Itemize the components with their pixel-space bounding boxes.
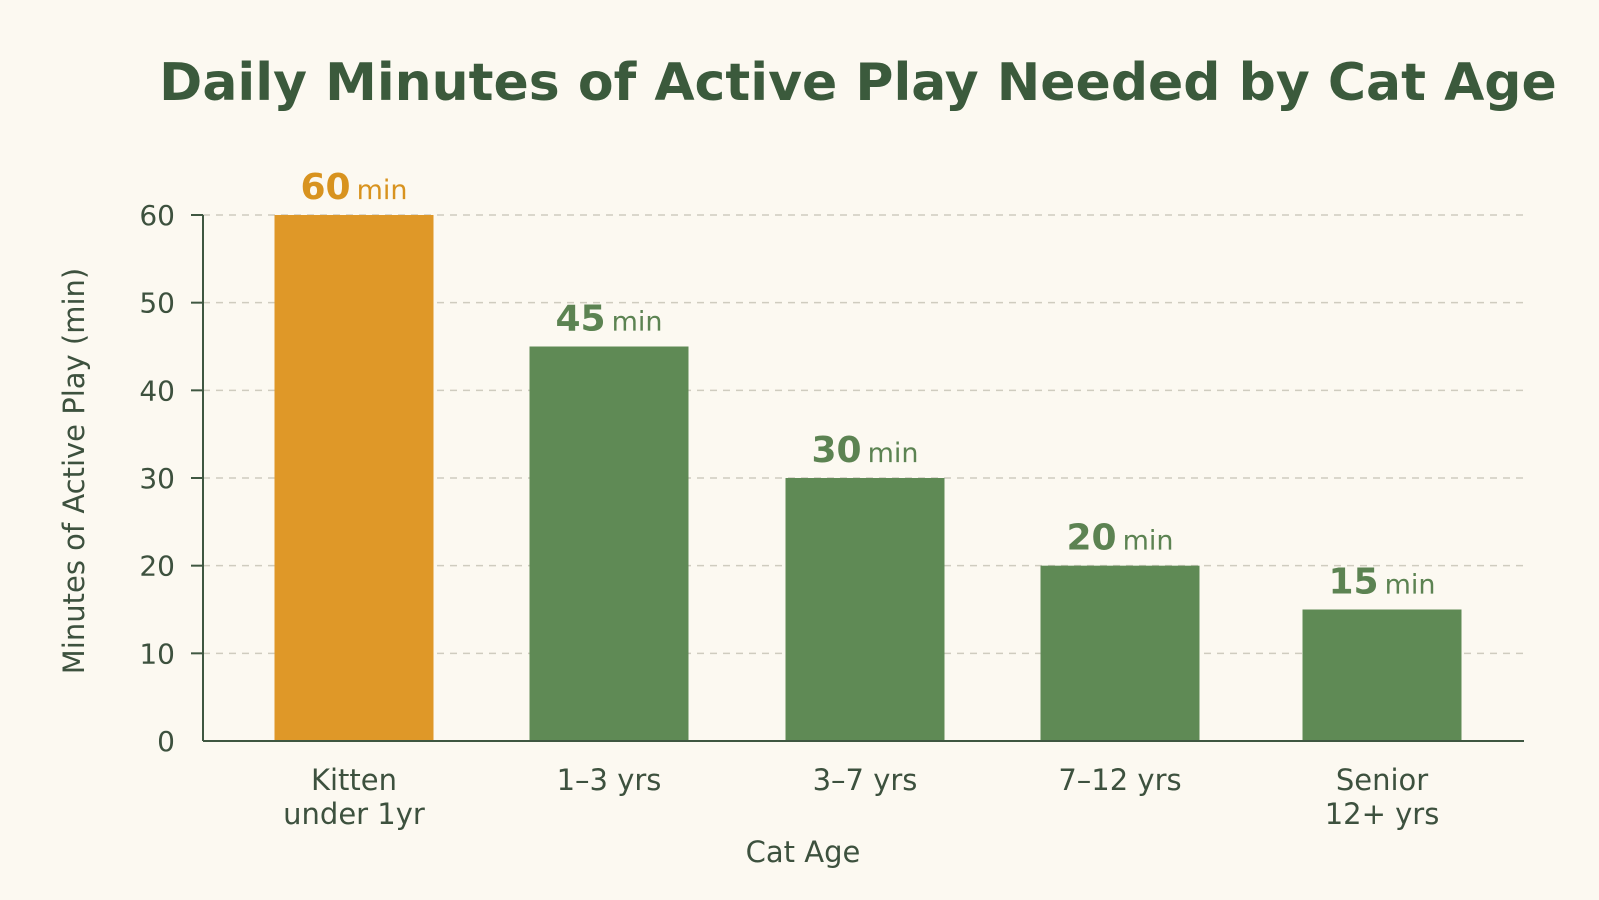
bar-value-unit: min (868, 438, 919, 469)
bar (1040, 565, 1200, 741)
bar-value-label: 15 min (1328, 562, 1435, 603)
y-axis-title: Minutes of Active Play (min) (57, 268, 91, 674)
bar-value: 30 (811, 430, 861, 471)
bar-value: 60 (300, 167, 350, 208)
y-tick-label: 10 (139, 637, 175, 670)
y-tick-label: 40 (139, 374, 175, 407)
x-tick-label: 7–12 yrs (1058, 763, 1181, 797)
x-axis-title: Cat Age (746, 835, 861, 869)
bar-value-label: 20 min (1066, 518, 1173, 559)
x-tick-label: 1–3 yrs (557, 763, 662, 797)
bar (529, 346, 689, 741)
x-tick-label: Senior (1336, 763, 1428, 797)
bar (274, 215, 434, 741)
axes (191, 214, 1524, 742)
bar-value: 45 (555, 299, 605, 340)
y-tick-label: 50 (139, 287, 175, 320)
y-tick-label: 30 (139, 462, 175, 495)
chart-title: Daily Minutes of Active Play Needed by C… (159, 53, 1557, 113)
bar-value-label: 60 min (300, 167, 407, 208)
bar-value-label: 45 min (555, 299, 662, 340)
bar (785, 478, 945, 741)
bar-value-unit: min (1385, 570, 1436, 601)
y-tick-label: 0 (157, 725, 175, 758)
bar-value-unit: min (357, 175, 408, 206)
bar-value: 20 (1066, 518, 1116, 559)
x-tick-label: 12+ yrs (1325, 797, 1440, 831)
bar (1302, 609, 1462, 741)
bar-value-unit: min (612, 307, 663, 338)
x-tick-label: under 1yr (283, 797, 425, 831)
bar-value: 15 (1328, 562, 1378, 603)
bar-value-unit: min (1123, 526, 1174, 557)
bars (274, 215, 1462, 741)
x-tick-label: 3–7 yrs (813, 763, 918, 797)
y-tick-label: 60 (139, 199, 175, 232)
bar-value-label: 30 min (811, 430, 918, 471)
y-tick-label: 20 (139, 550, 175, 583)
x-tick-label: Kitten (311, 763, 397, 797)
